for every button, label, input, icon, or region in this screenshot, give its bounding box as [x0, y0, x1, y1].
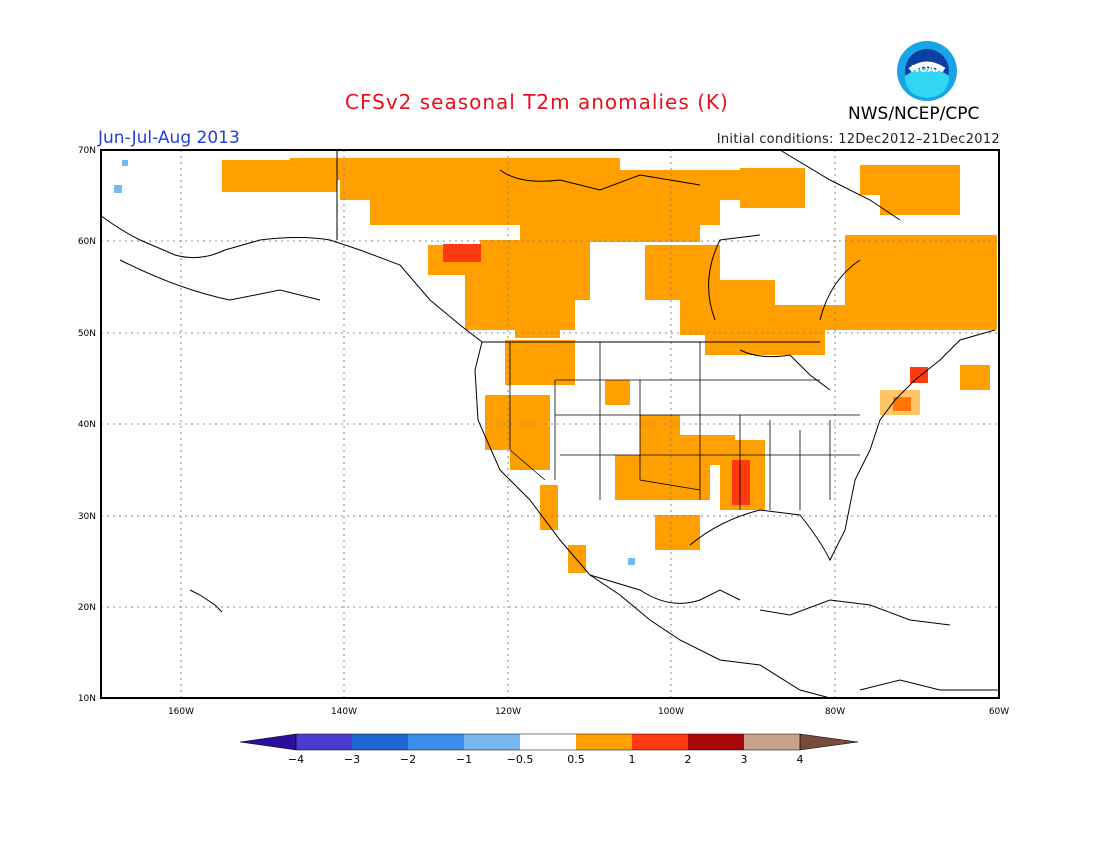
noaa-logo-icon: NOAA [897, 41, 957, 101]
map-frame [100, 149, 1000, 699]
colorbar-swatch [408, 734, 464, 750]
longitude-labels: 160W 140W 120W 100W 80W 60W [168, 707, 1009, 717]
anomaly-field [114, 158, 997, 573]
colorbar-label: −4 [288, 753, 304, 766]
lon-label: 80W [825, 707, 845, 717]
colorbar-label: −0.5 [507, 753, 534, 766]
lat-label: 10N [78, 694, 96, 704]
colorbar-label: 0.5 [567, 753, 585, 766]
colorbar-label: 3 [741, 753, 748, 766]
colorbar-right-arrow [800, 734, 858, 750]
lat-label: 50N [78, 329, 96, 339]
colorbar-swatch [576, 734, 632, 750]
latitude-labels: 70N 60N 50N 40N 30N 20N 10N [78, 146, 96, 704]
colorbar-label: −2 [400, 753, 416, 766]
lon-label: 100W [658, 707, 684, 717]
lat-label: 30N [78, 512, 96, 522]
grid-lines [101, 150, 999, 698]
colorbar-left-arrow [240, 734, 296, 750]
colorbar-label: 4 [797, 753, 804, 766]
colorbar-label: 2 [685, 753, 692, 766]
lat-label: 60N [78, 237, 96, 247]
colorbar-swatch [688, 734, 744, 750]
agency-label: NWS/NCEP/CPC [848, 104, 980, 124]
forecast-period: Jun-Jul-Aug 2013 [98, 128, 240, 148]
lon-label: 60W [989, 707, 1009, 717]
lon-label: 140W [331, 707, 357, 717]
coastlines [99, 149, 999, 699]
colorbar-label: −3 [344, 753, 360, 766]
initial-conditions: Initial conditions: 12Dec2012–21Dec2012 [716, 132, 1000, 147]
lon-label: 120W [495, 707, 521, 717]
colorbar-swatch [352, 734, 408, 750]
logo-text: NOAA [911, 64, 943, 75]
lat-label: 20N [78, 603, 96, 613]
colorbar-swatch [632, 734, 688, 750]
colorbar-swatch [520, 734, 576, 750]
colorbar-label: −1 [456, 753, 472, 766]
map-title: CFSv2 seasonal T2m anomalies (K) [345, 90, 729, 114]
lon-label: 160W [168, 707, 194, 717]
colorbar-label: 1 [629, 753, 636, 766]
colorbar-swatch [744, 734, 800, 750]
colorbar-swatch [464, 734, 520, 750]
lat-label: 40N [78, 420, 96, 430]
colorbar [239, 733, 859, 751]
colorbar-swatch [296, 734, 352, 750]
lat-label: 70N [78, 146, 96, 156]
colorbar-labels: −4 −3 −2 −1 −0.5 0.5 1 2 3 4 [288, 753, 804, 766]
state-borders [509, 342, 860, 510]
